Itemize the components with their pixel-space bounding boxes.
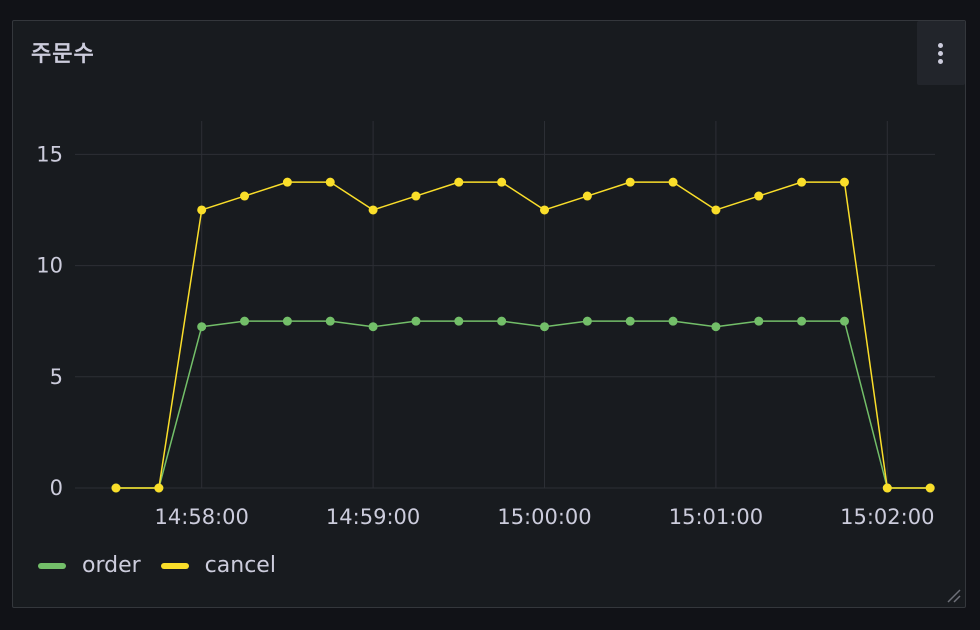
x-tick-label: 15:02:00 bbox=[840, 505, 934, 529]
data-point-order bbox=[497, 316, 507, 326]
data-point-cancel bbox=[325, 177, 335, 187]
data-point-cancel bbox=[711, 205, 721, 215]
data-point-cancel bbox=[839, 177, 849, 187]
data-point-cancel bbox=[197, 205, 207, 215]
x-tick-label: 14:59:00 bbox=[326, 505, 420, 529]
x-tick-label: 15:01:00 bbox=[669, 505, 763, 529]
y-tick-label: 15 bbox=[36, 142, 63, 166]
data-point-order bbox=[368, 322, 378, 332]
data-point-cancel bbox=[111, 483, 121, 493]
data-point-order bbox=[839, 316, 849, 326]
x-tick-label: 14:58:00 bbox=[155, 505, 249, 529]
legend-swatch bbox=[38, 562, 66, 569]
data-point-order bbox=[197, 322, 207, 332]
data-point-cancel bbox=[882, 483, 892, 493]
resize-handle-icon[interactable] bbox=[945, 587, 961, 603]
legend-item-cancel[interactable]: cancel bbox=[160, 553, 276, 578]
data-point-order bbox=[754, 316, 764, 326]
series-line-order bbox=[116, 320, 931, 489]
y-tick-label: 10 bbox=[36, 254, 63, 278]
data-point-order bbox=[711, 322, 721, 332]
chart-panel: 주문수 0 5 10 15 14:58:00 14:59:00 15:00:00 15:01:… bbox=[12, 20, 966, 608]
kebab-menu-icon bbox=[938, 43, 943, 48]
data-point-order bbox=[625, 316, 635, 326]
legend-item-order[interactable]: order bbox=[38, 553, 141, 578]
data-point-cancel bbox=[411, 191, 421, 201]
kebab-menu-icon-dot bbox=[938, 59, 943, 64]
data-point-cancel bbox=[368, 205, 378, 215]
data-point-cancel bbox=[454, 177, 464, 187]
legend-label: order bbox=[82, 553, 141, 578]
data-point-cancel bbox=[754, 191, 764, 201]
series-line-cancel bbox=[116, 181, 931, 489]
legend-label: cancel bbox=[204, 553, 276, 578]
data-point-cancel bbox=[154, 483, 164, 493]
data-point-cancel bbox=[497, 177, 507, 187]
data-point-cancel bbox=[282, 177, 292, 187]
data-point-cancel bbox=[925, 483, 935, 493]
data-point-cancel bbox=[668, 177, 678, 187]
data-point-cancel bbox=[797, 177, 807, 187]
data-point-cancel bbox=[240, 191, 250, 201]
x-tick-label: 15:00:00 bbox=[497, 505, 591, 529]
data-point-order bbox=[240, 316, 250, 326]
data-point-cancel bbox=[540, 205, 549, 215]
data-point-order bbox=[582, 316, 592, 326]
data-point-order bbox=[797, 316, 807, 326]
y-tick-label: 5 bbox=[50, 365, 63, 389]
data-point-order bbox=[411, 316, 421, 326]
data-point-order bbox=[282, 316, 292, 326]
data-point-order bbox=[540, 322, 549, 332]
kebab-menu-icon-dot bbox=[938, 51, 943, 56]
chart-legend: order cancel bbox=[38, 553, 296, 578]
legend-swatch bbox=[160, 562, 189, 569]
data-point-order bbox=[668, 316, 678, 326]
time-series-chart: 0 5 10 15 14:58:00 14:59:00 15:00:00 15:01:00 15… bbox=[36, 121, 935, 529]
y-tick-label: 0 bbox=[50, 476, 63, 500]
data-point-cancel bbox=[582, 191, 592, 201]
data-point-order bbox=[325, 316, 335, 326]
panel-title: 주문수 bbox=[31, 42, 95, 67]
data-point-order bbox=[454, 316, 464, 326]
data-point-cancel bbox=[625, 177, 635, 187]
panel-menu-button[interactable] bbox=[917, 21, 965, 85]
